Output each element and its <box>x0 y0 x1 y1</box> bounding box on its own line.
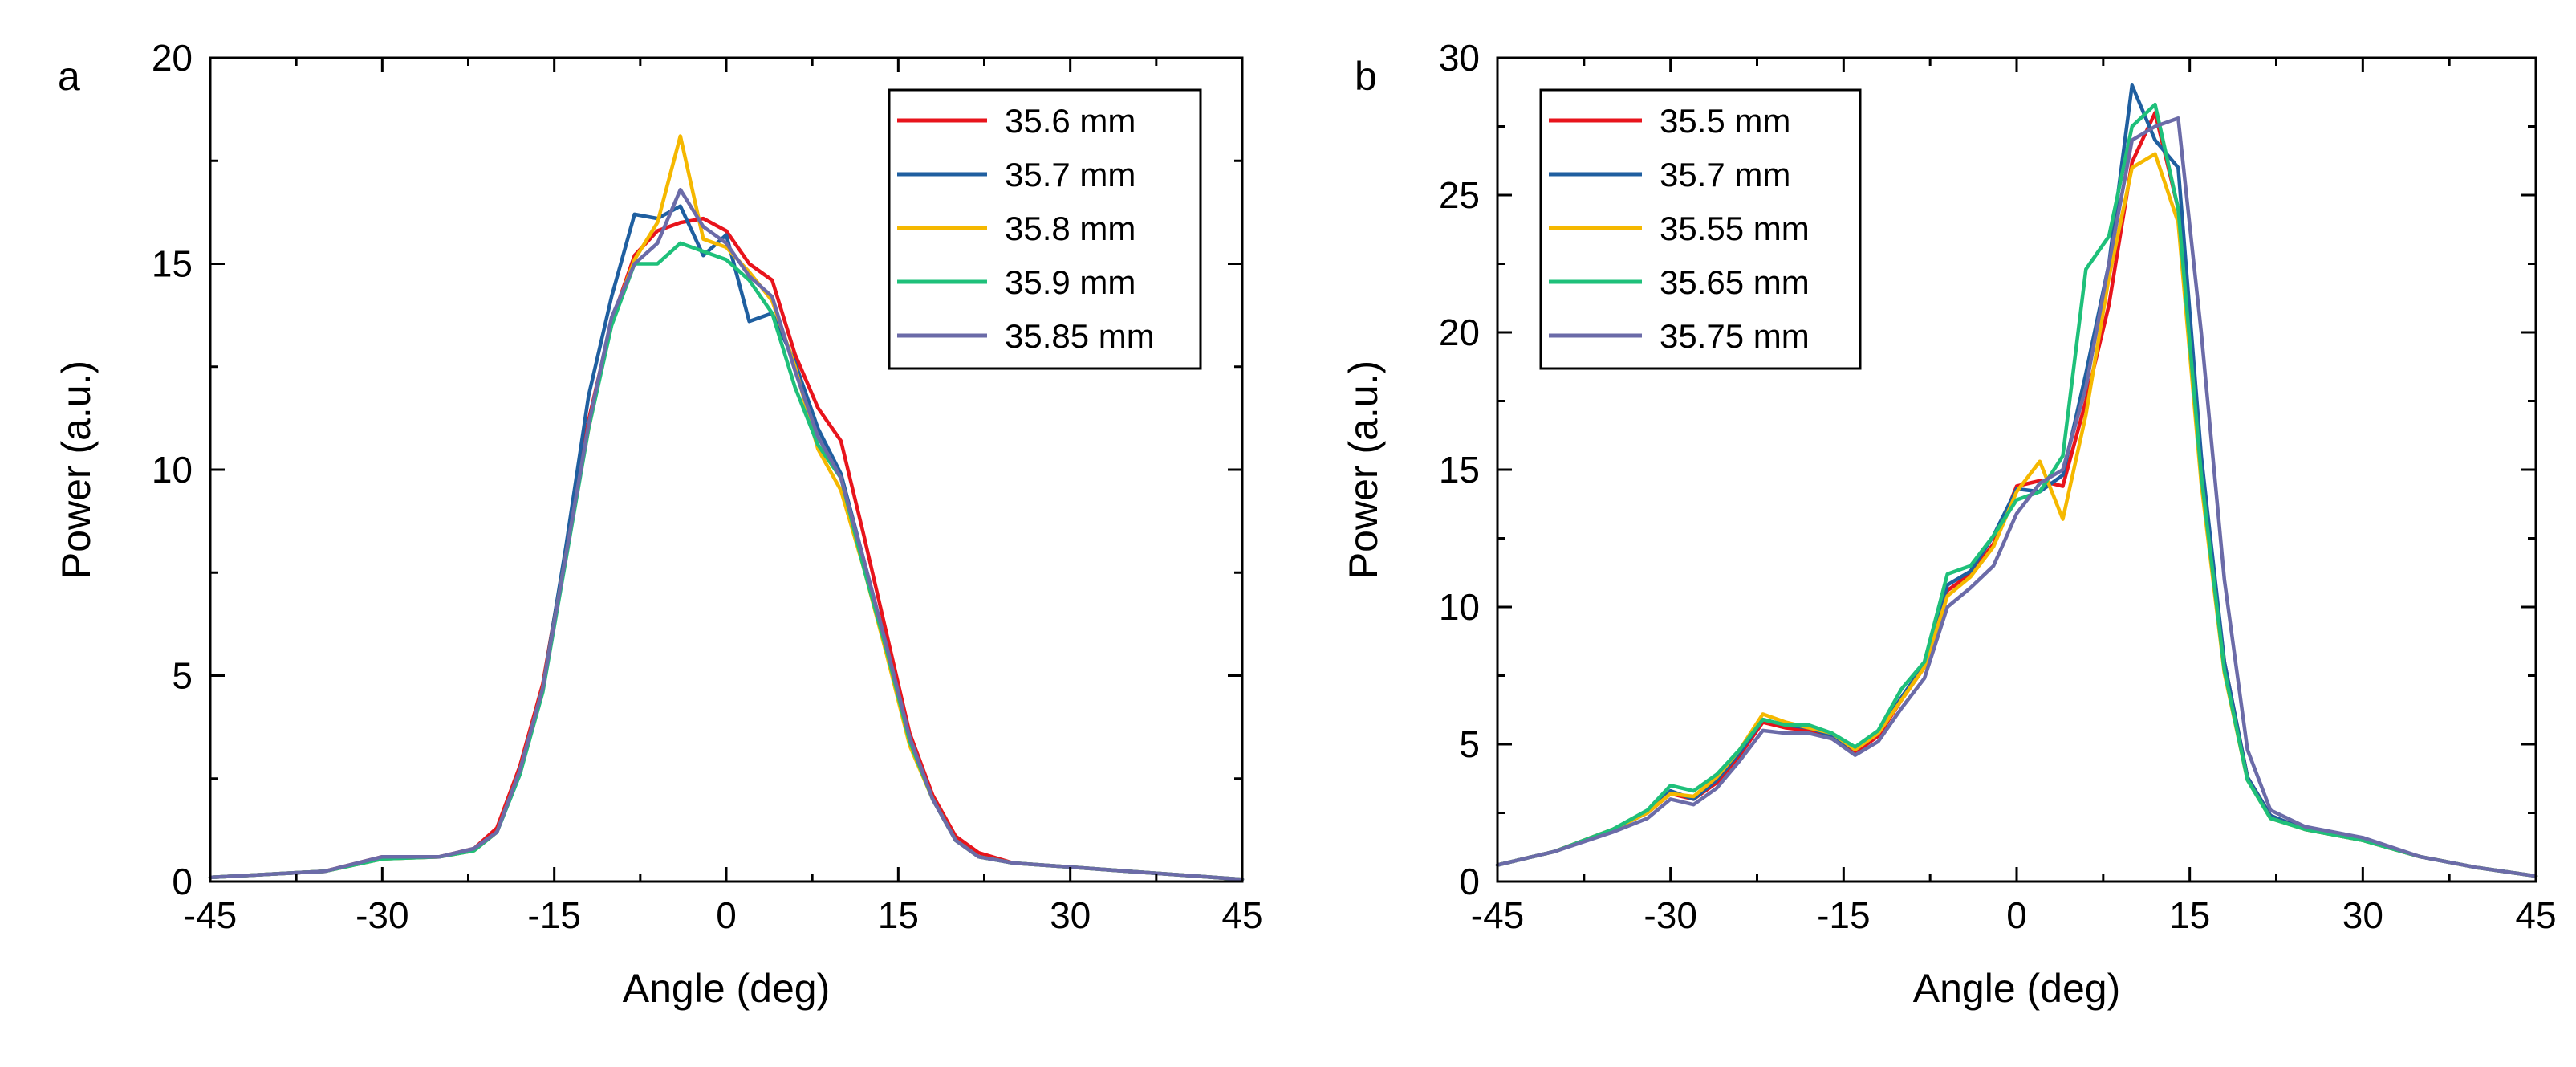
x-tick-label: -15 <box>1817 894 1870 936</box>
y-tick-label: 20 <box>152 37 193 79</box>
x-tick-label: -45 <box>1471 894 1524 936</box>
legend-label: 35.7 mm <box>1005 156 1136 193</box>
legend-label: 35.8 mm <box>1005 210 1136 247</box>
y-tick-label: 10 <box>152 449 193 491</box>
y-tick-label: 5 <box>1459 723 1480 765</box>
y-axis-label: Power (a.u.) <box>54 360 99 579</box>
x-tick-label: -45 <box>184 894 237 936</box>
y-tick-label: 10 <box>1439 586 1480 628</box>
x-tick-label: 30 <box>2342 894 2383 936</box>
y-axis-label: Power (a.u.) <box>1341 360 1386 579</box>
chart-panel-a: a -45 -30 -15 0 15 30 45 0 5 10 15 20 Angle (deg) Powe… <box>54 37 1263 1011</box>
x-axis-label: Angle (deg) <box>623 966 831 1011</box>
series-line <box>208 187 1245 882</box>
chart-panel-b: b -45 -30 -15 0 15 30 45 0 5 10 15 20 25 30 Angle (deg)… <box>1341 37 2557 1011</box>
y-tick-label: 15 <box>152 243 193 285</box>
legend-label: 35.6 mm <box>1005 102 1136 140</box>
x-tick-label: 30 <box>1050 894 1091 936</box>
y-tick-label: 0 <box>172 861 193 902</box>
legend-label: 35.5 mm <box>1660 102 1790 140</box>
x-tick-label: -30 <box>1644 894 1696 936</box>
x-tick-label: 45 <box>1221 894 1262 936</box>
legend-label: 35.75 mm <box>1660 317 1810 355</box>
y-tick-label: 30 <box>1439 37 1480 79</box>
panel-label: a <box>58 54 80 99</box>
panel-label: b <box>1355 54 1377 99</box>
y-tick-label: 20 <box>1439 312 1480 353</box>
legend-label: 35.55 mm <box>1660 210 1810 247</box>
legend: 35.5 mm 35.7 mm 35.55 mm 35.65 mm 35.75 mm <box>1539 88 1862 370</box>
legend-label: 35.7 mm <box>1660 156 1790 193</box>
y-tick-label: 0 <box>1459 861 1480 902</box>
y-tick-label: 25 <box>1439 174 1480 216</box>
x-tick-label: -30 <box>356 894 408 936</box>
legend: 35.6 mm 35.7 mm 35.8 mm 35.9 mm 35.85 mm <box>888 88 1202 370</box>
legend-label: 35.85 mm <box>1005 317 1155 355</box>
x-tick-label: 15 <box>878 894 919 936</box>
series-line <box>1495 102 2538 878</box>
y-tick-label: 15 <box>1439 449 1480 491</box>
legend-label: 35.9 mm <box>1005 263 1136 301</box>
series-line <box>1495 116 2538 878</box>
y-tick-label: 5 <box>172 655 193 697</box>
x-axis-label: Angle (deg) <box>1913 966 2121 1011</box>
x-tick-label: 45 <box>2515 894 2556 936</box>
x-tick-label: -15 <box>527 894 580 936</box>
legend-label: 35.65 mm <box>1660 263 1810 301</box>
x-tick-label: 0 <box>2006 894 2027 936</box>
x-tick-label: 15 <box>2169 894 2210 936</box>
x-tick-label: 0 <box>716 894 737 936</box>
